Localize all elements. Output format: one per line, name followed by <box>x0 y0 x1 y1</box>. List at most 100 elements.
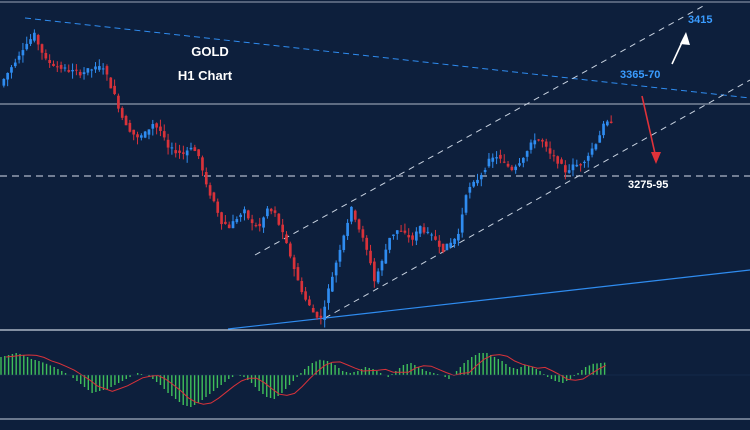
candle-body <box>90 69 94 71</box>
candle-body <box>269 208 273 212</box>
candle-body <box>258 223 262 227</box>
candle-body <box>476 179 479 184</box>
candle-body <box>55 66 59 68</box>
candle-body <box>296 267 300 281</box>
candle-body <box>411 235 414 240</box>
candle-body <box>457 233 460 241</box>
chart-title: GOLD <box>191 44 229 59</box>
candle-body <box>239 214 242 218</box>
candle-body <box>594 144 598 150</box>
candle-body <box>311 307 315 313</box>
candle-body <box>350 206 353 222</box>
candle-body <box>395 230 399 234</box>
candle-body <box>220 212 223 225</box>
candle-body <box>101 68 105 70</box>
candle-body <box>361 229 365 238</box>
candle-body <box>147 129 151 135</box>
candle-body <box>415 231 418 241</box>
candle-body <box>17 55 21 60</box>
candle-body <box>525 151 529 157</box>
candle-body <box>197 149 200 157</box>
candle-body <box>193 147 197 151</box>
candle-body <box>166 139 170 148</box>
candle-body <box>2 78 6 86</box>
candle-body <box>388 237 391 250</box>
candle-body <box>602 123 605 136</box>
channel-upper-line <box>254 4 706 256</box>
indicator-histogram-group <box>0 353 750 407</box>
candle-body <box>67 70 71 72</box>
candle-body <box>556 156 560 164</box>
candle-body <box>571 164 575 171</box>
candle-body <box>575 164 579 167</box>
candle-body <box>33 32 36 41</box>
candle-body <box>460 214 464 233</box>
candle-body <box>36 35 40 45</box>
candle-body <box>453 238 456 245</box>
candle-body <box>246 210 250 219</box>
candle-body <box>266 208 269 217</box>
candle-body <box>586 155 590 161</box>
candle-body <box>208 185 212 196</box>
candle-body <box>426 231 430 233</box>
candle-body <box>6 72 9 80</box>
candle-body <box>365 237 369 250</box>
candle-body <box>376 271 380 283</box>
level-label-3365-70: 3365-70 <box>620 69 660 81</box>
candle-body <box>71 69 74 72</box>
candle-body <box>281 224 285 233</box>
candle-body <box>327 288 330 303</box>
candle-body <box>25 43 29 50</box>
candle-body <box>606 121 609 126</box>
candle-body <box>151 124 155 129</box>
candle-body <box>139 135 143 138</box>
candle-body <box>380 261 384 271</box>
candle-body <box>292 257 296 270</box>
candle-body <box>254 225 258 227</box>
candle-body <box>178 150 181 153</box>
candle-body <box>449 242 453 248</box>
candle-body <box>170 147 174 149</box>
candle-body <box>495 157 498 159</box>
candle-body <box>445 243 449 251</box>
candle-body <box>94 66 97 70</box>
candle-body <box>418 226 422 234</box>
candle-body <box>598 135 602 143</box>
candle-body <box>63 67 67 69</box>
candle-body <box>315 311 319 318</box>
bearish-arrow <box>641 95 657 159</box>
candle-body <box>78 71 82 76</box>
candle-body <box>533 140 537 145</box>
candle-body <box>499 154 502 159</box>
candle-body <box>319 315 323 318</box>
candle-body <box>441 243 445 252</box>
candle-body <box>231 221 235 229</box>
candle-body <box>97 66 101 70</box>
candle-body <box>29 39 32 44</box>
candle-body <box>10 67 13 73</box>
candle-body <box>308 299 311 306</box>
candle-body <box>201 157 204 171</box>
candle-body <box>502 161 506 163</box>
candle-body <box>491 157 495 162</box>
candle-body <box>334 262 338 276</box>
downtrend-line <box>24 17 750 99</box>
candle-body <box>216 201 220 213</box>
candle-body <box>518 163 521 166</box>
level-label-3275-95: 3275-95 <box>628 179 668 191</box>
candle-body <box>109 77 113 89</box>
candles-group <box>2 29 613 328</box>
candle-body <box>143 131 147 138</box>
bullish-arrowhead <box>680 32 690 45</box>
candle-body <box>560 159 563 164</box>
candle-body <box>437 240 441 247</box>
candle-body <box>224 221 227 224</box>
candle-body <box>392 234 395 236</box>
candle-body <box>52 63 55 66</box>
candle-body <box>113 85 116 95</box>
candle-body <box>609 121 613 123</box>
candle-body <box>277 213 281 225</box>
candle-body <box>479 175 483 180</box>
candle-body <box>399 230 403 232</box>
candle-body <box>346 222 349 236</box>
